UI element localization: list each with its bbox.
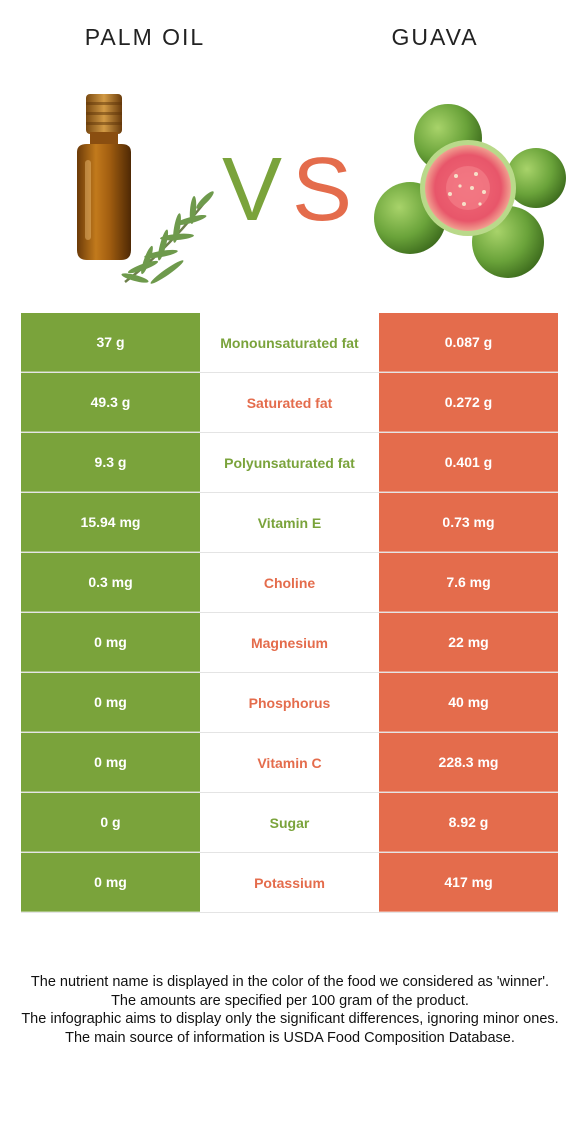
table-row: 49.3 g Saturated fat 0.272 g (21, 373, 558, 433)
footer-note-winner: The nutrient name is displayed in the co… (30, 974, 550, 990)
right-value-cell: 7.6 mg (379, 553, 558, 612)
nutrient-name-cell: Sugar (200, 793, 379, 852)
table-row: 0 mg Vitamin C 228.3 mg (21, 733, 558, 793)
right-value-cell: 0.401 g (379, 433, 558, 492)
footer-notes: The nutrient name is displayed in the co… (14, 973, 566, 1047)
right-value-cell: 0.73 mg (379, 493, 558, 552)
left-value-cell: 0 mg (21, 853, 200, 912)
right-value-cell: 0.087 g (379, 313, 558, 372)
right-value-cell: 0.272 g (379, 373, 558, 432)
vs-v-letter: V (222, 140, 282, 230)
right-value-cell: 8.92 g (379, 793, 558, 852)
table-row: 0 g Sugar 8.92 g (21, 793, 558, 853)
table-row: 37 g Monounsaturated fat 0.087 g (21, 313, 558, 373)
right-food-title: GUAVA (391, 24, 479, 50)
table-row: 9.3 g Polyunsaturated fat 0.401 g (21, 433, 558, 493)
nutrient-name-cell: Magnesium (200, 613, 379, 672)
left-value-cell: 37 g (21, 313, 200, 372)
guava-fruits-icon (374, 104, 566, 278)
left-value-cell: 0 mg (21, 733, 200, 792)
nutrient-name-cell: Phosphorus (200, 673, 379, 732)
footer-note-aims: The infographic aims to display only the… (21, 1011, 559, 1027)
footer-note-source: The main source of information is USDA F… (65, 1029, 515, 1046)
right-value-cell: 22 mg (379, 613, 558, 672)
table-row: 15.94 mg Vitamin E 0.73 mg (21, 493, 558, 553)
oil-bottle-with-rosemary-icon (77, 94, 214, 284)
left-value-cell: 49.3 g (21, 373, 200, 432)
nutrient-name-cell: Potassium (200, 853, 379, 912)
table-row: 0 mg Phosphorus 40 mg (21, 673, 558, 733)
left-value-cell: 9.3 g (21, 433, 200, 492)
left-value-cell: 0 mg (21, 673, 200, 732)
nutrient-name-cell: Choline (200, 553, 379, 612)
nutrient-name-cell: Monounsaturated fat (200, 313, 379, 372)
left-value-cell: 0 mg (21, 613, 200, 672)
footer-note-amounts: The amounts are specified per 100 gram o… (111, 992, 469, 1009)
table-row: 0 mg Potassium 417 mg (21, 853, 558, 913)
left-value-cell: 15.94 mg (21, 493, 200, 552)
left-value-cell: 0 g (21, 793, 200, 852)
nutrient-name-cell: Saturated fat (200, 373, 379, 432)
right-value-cell: 228.3 mg (379, 733, 558, 792)
left-value-cell: 0.3 mg (21, 553, 200, 612)
nutrient-name-cell: Vitamin C (200, 733, 379, 792)
nutrient-name-cell: Vitamin E (200, 493, 379, 552)
vs-label: V S (222, 140, 352, 230)
table-row: 0.3 mg Choline 7.6 mg (21, 553, 558, 613)
left-food-title: PALM OIL (84, 24, 206, 50)
right-value-cell: 417 mg (379, 853, 558, 912)
nutrient-name-cell: Polyunsaturated fat (200, 433, 379, 492)
vs-s-letter: S (292, 140, 352, 230)
comparison-table: 37 g Monounsaturated fat 0.087 g 49.3 g Satu… (21, 313, 558, 913)
right-value-cell: 40 mg (379, 673, 558, 732)
table-row: 0 mg Magnesium 22 mg (21, 613, 558, 673)
